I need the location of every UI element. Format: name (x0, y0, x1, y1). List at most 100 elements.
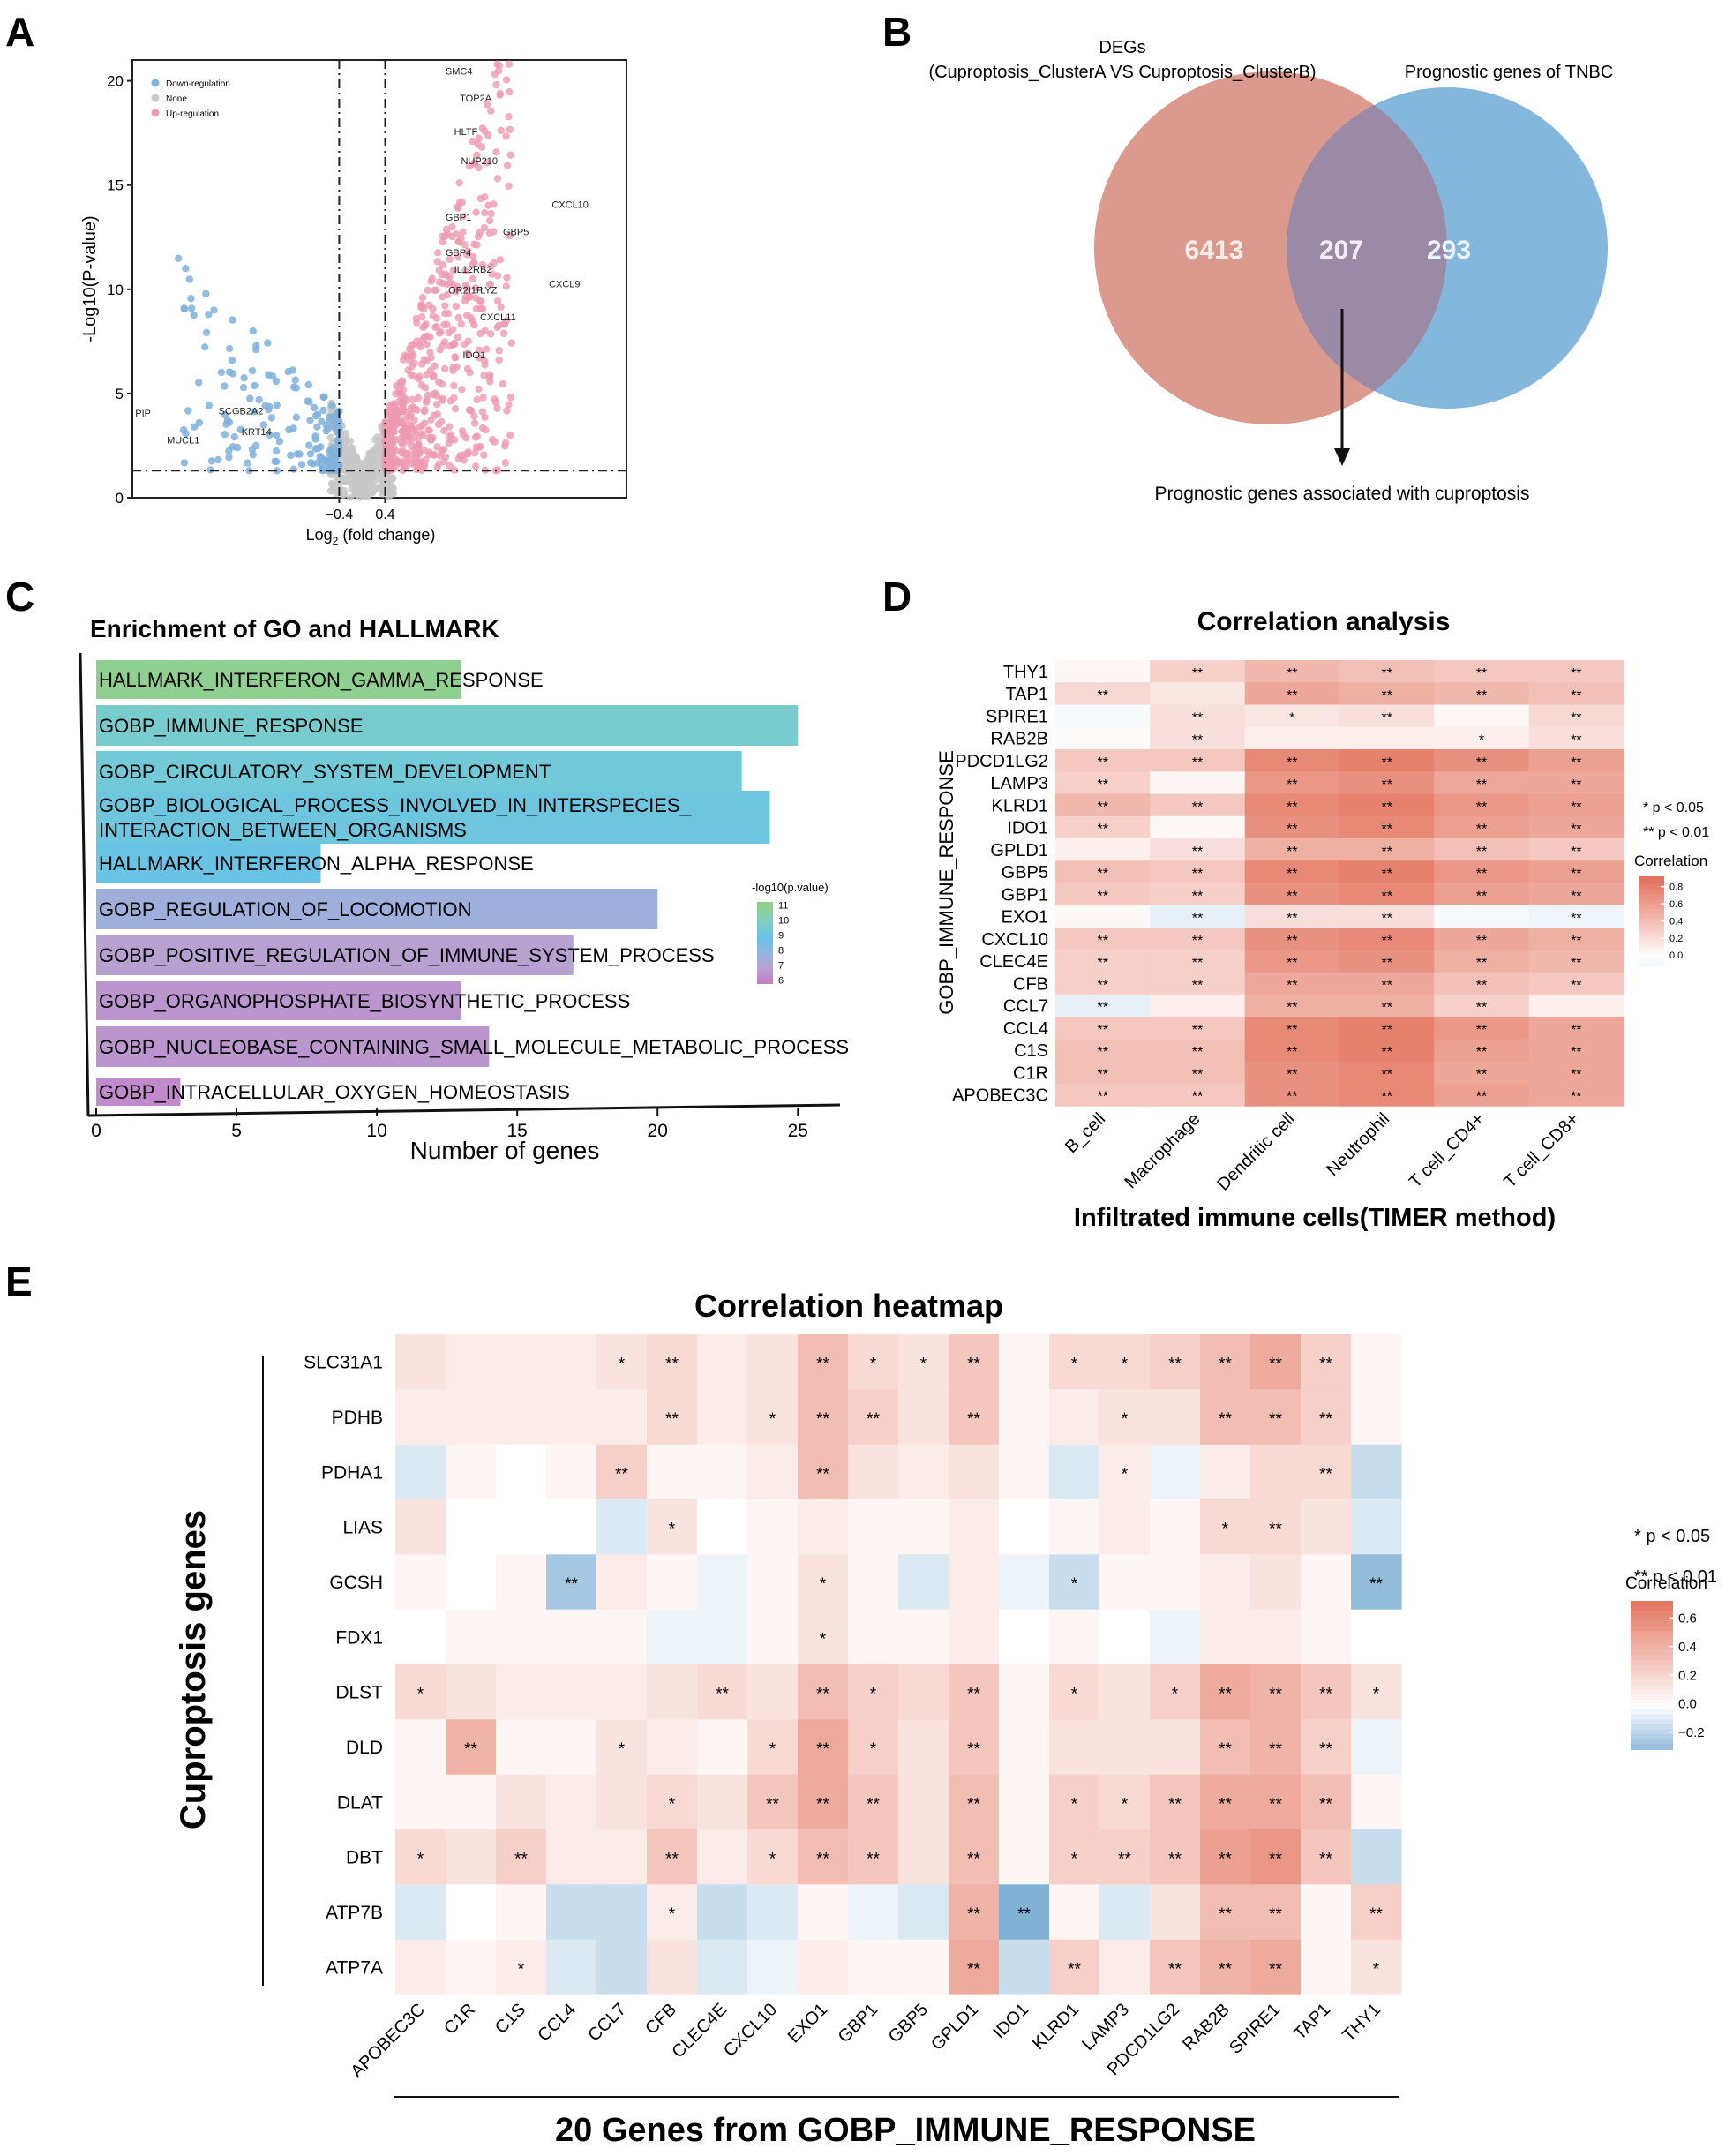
volcano-gene-label: LYZ (480, 286, 498, 297)
heatmap-cell (848, 1554, 899, 1611)
heatmap-significance: ** (1192, 1045, 1203, 1060)
heatmap-cell (747, 1444, 799, 1500)
volcano-point-down (221, 382, 229, 390)
heatmap-significance: ** (1287, 823, 1297, 838)
volcano-point-up (469, 260, 476, 268)
volcano-gene-label: IL12RB2 (454, 265, 492, 275)
heatmap-significance: * (1071, 1851, 1078, 1869)
heatmap-legend-swatch (1631, 1734, 1673, 1740)
volcano-point-down (221, 411, 229, 419)
heatmap-cell (1250, 1389, 1302, 1446)
heatmap-cell (697, 1499, 748, 1555)
heatmap-cell (496, 1499, 547, 1555)
volcano-point-up (475, 346, 484, 354)
volcano-y-tick-label: 5 (116, 386, 124, 402)
heatmap-significance: ** (1381, 1067, 1392, 1082)
volcano-point-up (493, 272, 502, 280)
heatmap-cell (747, 1719, 799, 1776)
heatmap-cell (1528, 838, 1624, 861)
enrichment-legend-tick: 11 (778, 900, 788, 911)
volcano-legend-label: Up-regulation (166, 109, 219, 119)
heatmap-cell (1528, 793, 1624, 817)
volcano-point-up (446, 279, 454, 287)
heatmap-significance: ** (1381, 1001, 1392, 1016)
volcano-point-up (414, 394, 423, 402)
volcano-point-none (341, 429, 349, 438)
heatmap-significance: ** (1381, 978, 1392, 993)
heatmap-legend-swatch (1631, 1689, 1673, 1696)
heatmap-cell (798, 1664, 849, 1720)
enrichment-legend-swatch (757, 950, 773, 956)
heatmap-col-label: GBP1 (835, 2000, 882, 2047)
heatmap-cell (798, 1334, 849, 1390)
heatmap-row-label: CLEC4E (979, 952, 1048, 972)
heatmap-significance: ** (1571, 666, 1581, 681)
volcano-point-up (406, 413, 414, 421)
heatmap-cell (1339, 1083, 1435, 1107)
volcano-point-up (490, 259, 498, 267)
volcano-legend-label: Down-regulation (166, 79, 230, 89)
heatmap-cell (647, 1664, 698, 1720)
heatmap-significance: ** (1476, 978, 1487, 993)
volcano-y-tick-label: 0 (116, 490, 124, 507)
heatmap-cell (1434, 704, 1530, 728)
heatmap-cell (1528, 726, 1624, 750)
heatmap-cell (1150, 1939, 1201, 1995)
heatmap-col-label: Dendritic cell (1213, 1109, 1299, 1195)
heatmap-row-label: GCSH (329, 1573, 383, 1593)
heatmap-cell (1301, 1829, 1352, 1885)
volcano-point-none (358, 491, 366, 499)
volcano-point-none (355, 458, 363, 466)
volcano-point-up (445, 423, 454, 431)
volcano-point-up (481, 413, 489, 421)
heatmap-cell (1049, 1499, 1100, 1555)
heatmap-cell (1250, 1719, 1302, 1776)
volcano-point-down (334, 429, 342, 438)
volcano-point-up (416, 372, 424, 380)
heatmap-significance: * (669, 1521, 676, 1539)
heatmap-cell (999, 1609, 1050, 1665)
venn-count-intersection: 207 (1319, 236, 1363, 265)
heatmap-significance: ** (1269, 1410, 1282, 1429)
heatmap-significance: ** (1381, 1045, 1392, 1060)
heatmap-significance: ** (816, 1356, 829, 1374)
volcano-point-down (311, 432, 319, 440)
volcano-point-up (502, 132, 510, 140)
heatmap-legend-swatch (1631, 1670, 1673, 1676)
volcano-point-down (181, 304, 189, 313)
volcano-gene-label: KRT14 (242, 427, 272, 438)
volcano-point-up (464, 450, 472, 458)
enrichment-y-axis (79, 652, 90, 1116)
heatmap-cell (1099, 1389, 1151, 1446)
heatmap-cell (848, 1939, 899, 1995)
heatmap-significance: ** (1118, 1851, 1131, 1869)
volcano-point-down (293, 450, 302, 458)
heatmap-cell (1200, 1884, 1251, 1941)
heatmap-significance: ** (1097, 1067, 1107, 1082)
heatmap-sig-legend: * p < 0.05 (1634, 1527, 1710, 1546)
heatmap-cell (798, 1829, 849, 1885)
heatmap-cell (1351, 1939, 1402, 1995)
heatmap-legend-tick-label: 0.4 (1678, 1640, 1697, 1655)
heatmap-cell (446, 1334, 497, 1390)
heatmap-significance: ** (1476, 1045, 1487, 1060)
heatmap-legend-swatch (1639, 923, 1664, 928)
enrichment-bar-label: GOBP_REGULATION_OF_LOCOMOTION (99, 898, 472, 920)
heatmap-significance: ** (1381, 800, 1392, 815)
heatmap-cell (798, 1884, 849, 1941)
heatmap-cell (1055, 815, 1151, 839)
volcano-point-down (188, 304, 196, 312)
heatmap-significance: ** (1097, 823, 1107, 838)
heatmap-significance: ** (1571, 845, 1581, 860)
volcano-point-up (443, 290, 452, 299)
volcano-x-tick-label: −0.4 (326, 507, 354, 522)
heatmap-cell (596, 1389, 648, 1446)
heatmap-cell (697, 1664, 748, 1720)
heatmap-cell (1150, 1334, 1201, 1390)
heatmap-significance: ** (1571, 1023, 1581, 1038)
heatmap-legend-swatch (1631, 1605, 1673, 1612)
volcano-point-down (266, 431, 274, 439)
heatmap-cell (898, 1554, 949, 1611)
heatmap-significance: ** (1381, 755, 1392, 770)
heatmap-cell (1150, 972, 1246, 995)
